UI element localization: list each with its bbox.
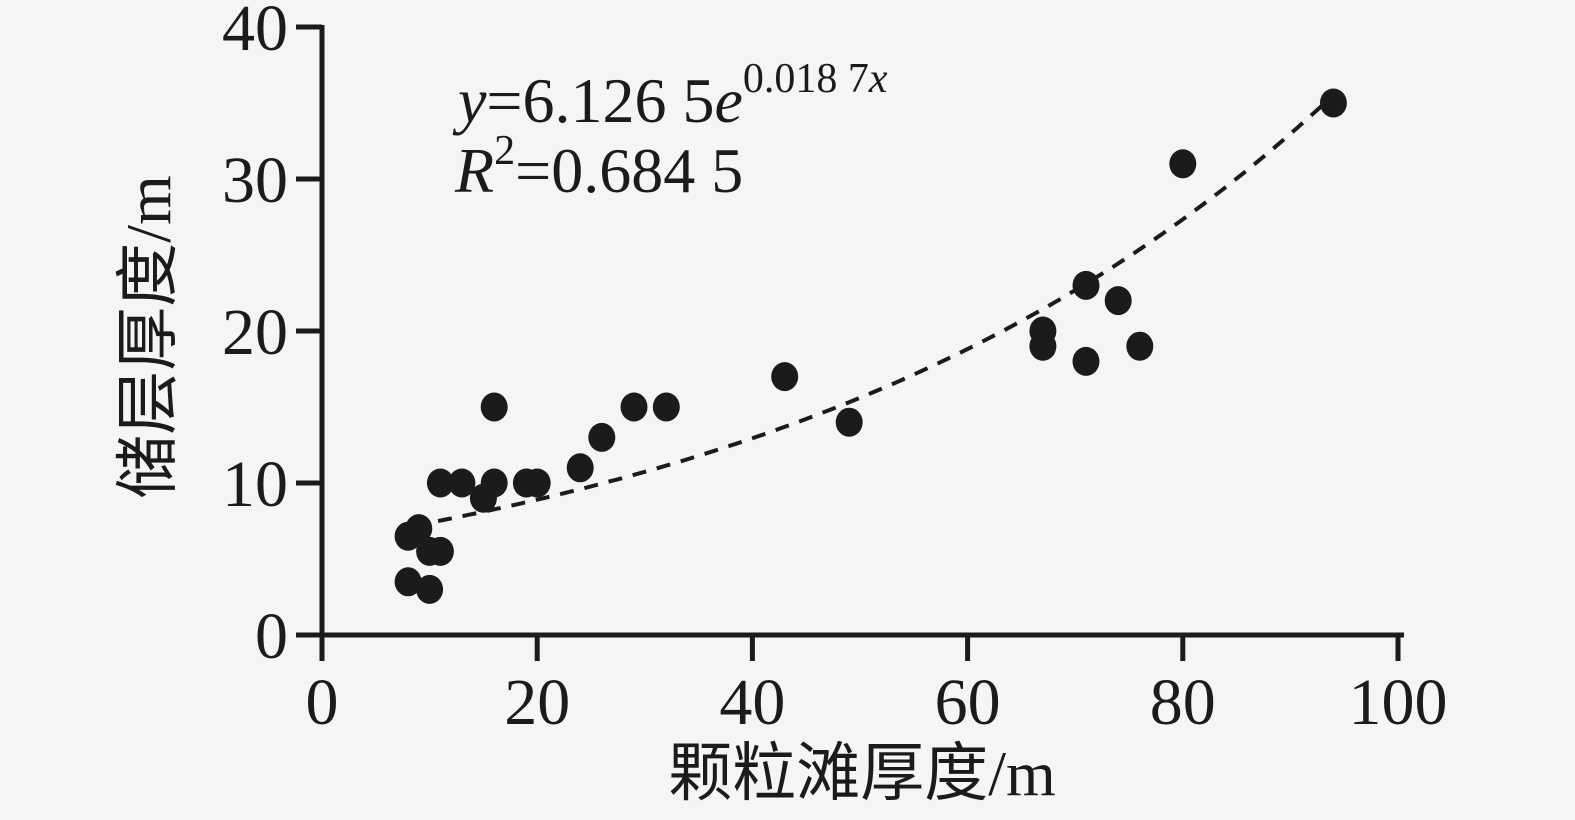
- x-tick-label: 0: [306, 666, 339, 739]
- data-point: [416, 574, 444, 604]
- data-point: [1104, 286, 1132, 316]
- y-tick-label: 30: [222, 144, 288, 217]
- y-tick-label: 0: [255, 600, 288, 673]
- x-tick-label: 60: [935, 666, 1001, 739]
- data-point: [1319, 88, 1347, 118]
- data-point: [480, 392, 508, 422]
- data-point: [405, 514, 433, 544]
- data-point: [1072, 346, 1100, 376]
- trend-line: [413, 98, 1330, 528]
- data-point: [566, 453, 594, 483]
- data-point: [652, 392, 680, 422]
- data-point: [1169, 149, 1197, 179]
- data-point: [523, 468, 551, 498]
- y-tick-label: 40: [222, 0, 288, 65]
- data-point: [1029, 316, 1057, 346]
- data-point: [394, 567, 422, 597]
- x-tick-label: 40: [719, 666, 785, 739]
- data-point: [1072, 270, 1100, 300]
- equation-label: y=6.126 5e0.018 7x: [452, 56, 888, 136]
- r-squared-label: R2=0.684 5: [454, 128, 743, 206]
- data-point: [480, 468, 508, 498]
- y-tick-label: 10: [222, 448, 288, 521]
- x-tick-label: 20: [504, 666, 570, 739]
- data-point: [588, 422, 616, 452]
- x-tick-label: 100: [1349, 666, 1448, 739]
- y-tick-label: 20: [222, 296, 288, 369]
- data-point: [771, 362, 799, 392]
- data-point: [426, 468, 454, 498]
- x-axis-title: 颗粒滩厚度/m: [668, 738, 1056, 809]
- data-point: [620, 392, 648, 422]
- x-tick-label: 80: [1150, 666, 1216, 739]
- data-point: [1126, 331, 1154, 361]
- y-axis-title: 储层厚度/m: [113, 175, 184, 499]
- data-point: [448, 468, 476, 498]
- data-point: [835, 407, 863, 437]
- data-point: [426, 536, 454, 566]
